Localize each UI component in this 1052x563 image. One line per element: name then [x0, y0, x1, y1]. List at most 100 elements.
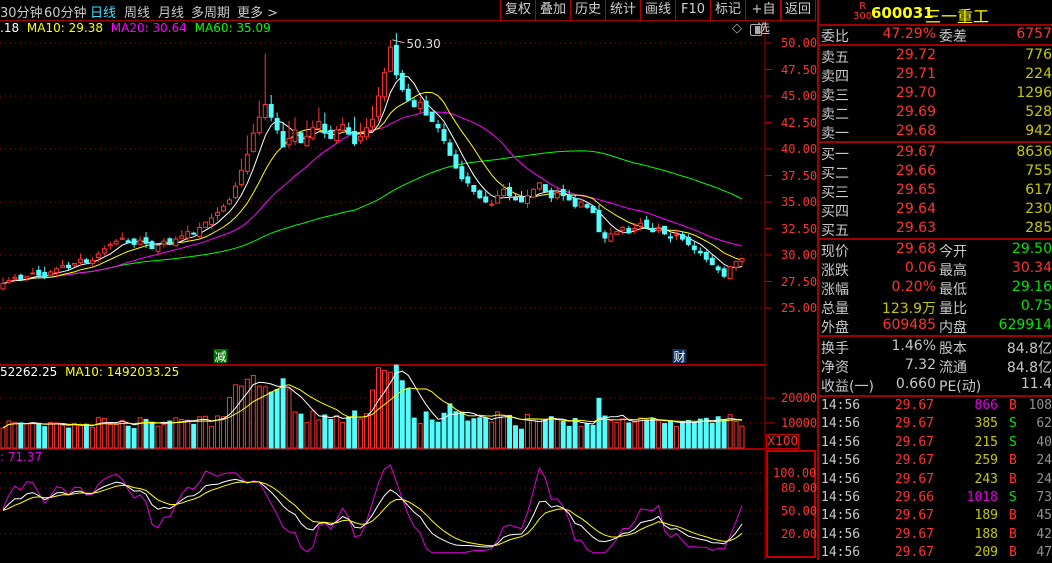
tab-6[interactable]: 更多 >: [237, 6, 279, 21]
candle-down: [393, 44, 399, 76]
candle-down: [697, 250, 703, 254]
toolbar-button-2[interactable]: 历史: [570, 0, 606, 21]
volume-bar: [60, 425, 66, 449]
bid-row: 买一 29.67 8636: [821, 144, 1052, 163]
tab-2[interactable]: 日线: [90, 6, 117, 21]
bid-price: 29.63: [895, 220, 936, 236]
candle-up: [209, 217, 215, 225]
candle-down: [429, 111, 435, 122]
candle-down: [691, 245, 697, 251]
kline-chart[interactable]: 50.30 减 财: [0, 0, 816, 560]
tick-count: 62: [1036, 416, 1052, 432]
candle-down: [447, 142, 453, 156]
indicator-axis-label: 50.00: [781, 504, 818, 518]
tick-row: 14:56 29.66 1018 S 73: [821, 490, 1052, 508]
stat-row: 涨幅 0.20% 最低 29.16: [821, 279, 1052, 298]
tick-row: 14:56 29.67 215 S 40: [821, 435, 1052, 453]
candle-down: [721, 268, 727, 277]
volume-bar: [679, 421, 685, 449]
candle-down: [441, 129, 447, 142]
indicator-axis-label: 80.00: [781, 481, 818, 495]
value: 7.32: [904, 357, 936, 373]
tab-4[interactable]: 月线: [158, 6, 185, 21]
volume-bar: [221, 416, 226, 449]
candle-down: [542, 184, 548, 192]
tick-time: 14:56: [821, 434, 861, 450]
volume-bar: [238, 385, 244, 449]
volume-bar: [352, 410, 358, 449]
stat-row: 现价 29.68 今开 29.50: [821, 241, 1052, 260]
volume-bar: [250, 375, 256, 449]
ma-legend: .18 MA10: 29.38 MA20: 30.64 MA60: 35.09: [0, 21, 271, 35]
candle-down: [131, 238, 137, 245]
candle-up: [12, 276, 18, 280]
panel-toggle-icon[interactable]: [750, 24, 762, 36]
candle-up: [370, 118, 375, 128]
volume-bar: [125, 425, 131, 449]
candle-down: [668, 236, 673, 239]
volume-bar: [632, 421, 638, 449]
tab-3[interactable]: 周线: [124, 6, 151, 21]
bid-label: 买五: [821, 223, 849, 239]
volume-bar: [322, 414, 328, 449]
toolbar-button-0[interactable]: 复权: [500, 0, 536, 21]
tick-row: 14:56 29.67 243 B 24: [821, 472, 1052, 490]
bid-volume: 617: [1025, 182, 1052, 198]
toolbar-button-5[interactable]: F10: [675, 0, 711, 21]
tab-1[interactable]: 60分钟: [44, 6, 87, 21]
candle-up: [54, 268, 60, 273]
label: 股本: [939, 341, 967, 357]
volume-bar: [381, 369, 387, 449]
tab-0[interactable]: 30分钟: [0, 6, 43, 21]
volume-bar: [209, 426, 215, 449]
toolbar-button-6[interactable]: 标记: [710, 0, 746, 21]
tab-5[interactable]: 多周期: [191, 6, 231, 21]
toolbar-button-3[interactable]: 统计: [605, 0, 641, 21]
toolbar-button-7[interactable]: +自选: [745, 0, 782, 37]
price-axis-label: 47.50: [781, 62, 818, 77]
volume-bar: [566, 425, 572, 449]
volume-bar: [507, 414, 513, 449]
indicator-legend: : 71.37: [0, 450, 43, 464]
volume-bar: [286, 388, 292, 449]
ask-price: 29.68: [895, 123, 936, 139]
tick-time: 14:56: [821, 508, 861, 524]
volume-bar: [83, 423, 89, 449]
j-line: [2, 464, 743, 554]
candle-down: [709, 257, 715, 266]
ma60-value: MA60: 35.09: [194, 21, 271, 35]
tick-time: 14:56: [821, 526, 861, 542]
value: 0.06: [904, 260, 936, 276]
tick-volume: 188: [974, 526, 998, 542]
volume-bar: [185, 419, 191, 449]
value: 29.68: [895, 241, 936, 257]
volume-bar: [524, 413, 530, 449]
volume-bar: [429, 419, 435, 449]
tick-price: 29.67: [894, 508, 934, 524]
diamond-icon[interactable]: ◇: [732, 21, 742, 36]
label: 流通: [939, 360, 967, 376]
bid-price: 29.66: [895, 163, 936, 179]
toolbar-button-4[interactable]: 画线: [640, 0, 676, 21]
ask-volume: 224: [1025, 66, 1052, 82]
label: 换手: [821, 341, 849, 357]
candle-down: [423, 100, 429, 116]
volume-bar: [203, 415, 209, 449]
volume-bar: [411, 417, 417, 449]
candle-up: [250, 132, 256, 153]
candle-up: [304, 135, 310, 147]
period-tabs: 30分钟 60分钟 日线 周线 月线 多周期 更多 > 复权 叠加 历史 统计 画线 F10 标记 +自选返…: [0, 0, 816, 37]
tick-price: 29.67: [894, 398, 934, 413]
candle-up: [733, 260, 739, 268]
price-axis-label: 40.00: [781, 142, 818, 156]
tick-direction: B: [1009, 471, 1017, 487]
candle-down: [679, 233, 685, 240]
volume-bar: [215, 415, 221, 449]
toolbar-button-1[interactable]: 叠加: [535, 0, 571, 21]
candle-up: [375, 95, 381, 117]
volume-bar: [662, 423, 668, 449]
bid-row: 买二 29.66 755: [821, 163, 1052, 182]
candle-up: [310, 127, 316, 139]
toolbar-button-8[interactable]: 返回: [780, 0, 816, 21]
candle-down: [411, 100, 417, 108]
